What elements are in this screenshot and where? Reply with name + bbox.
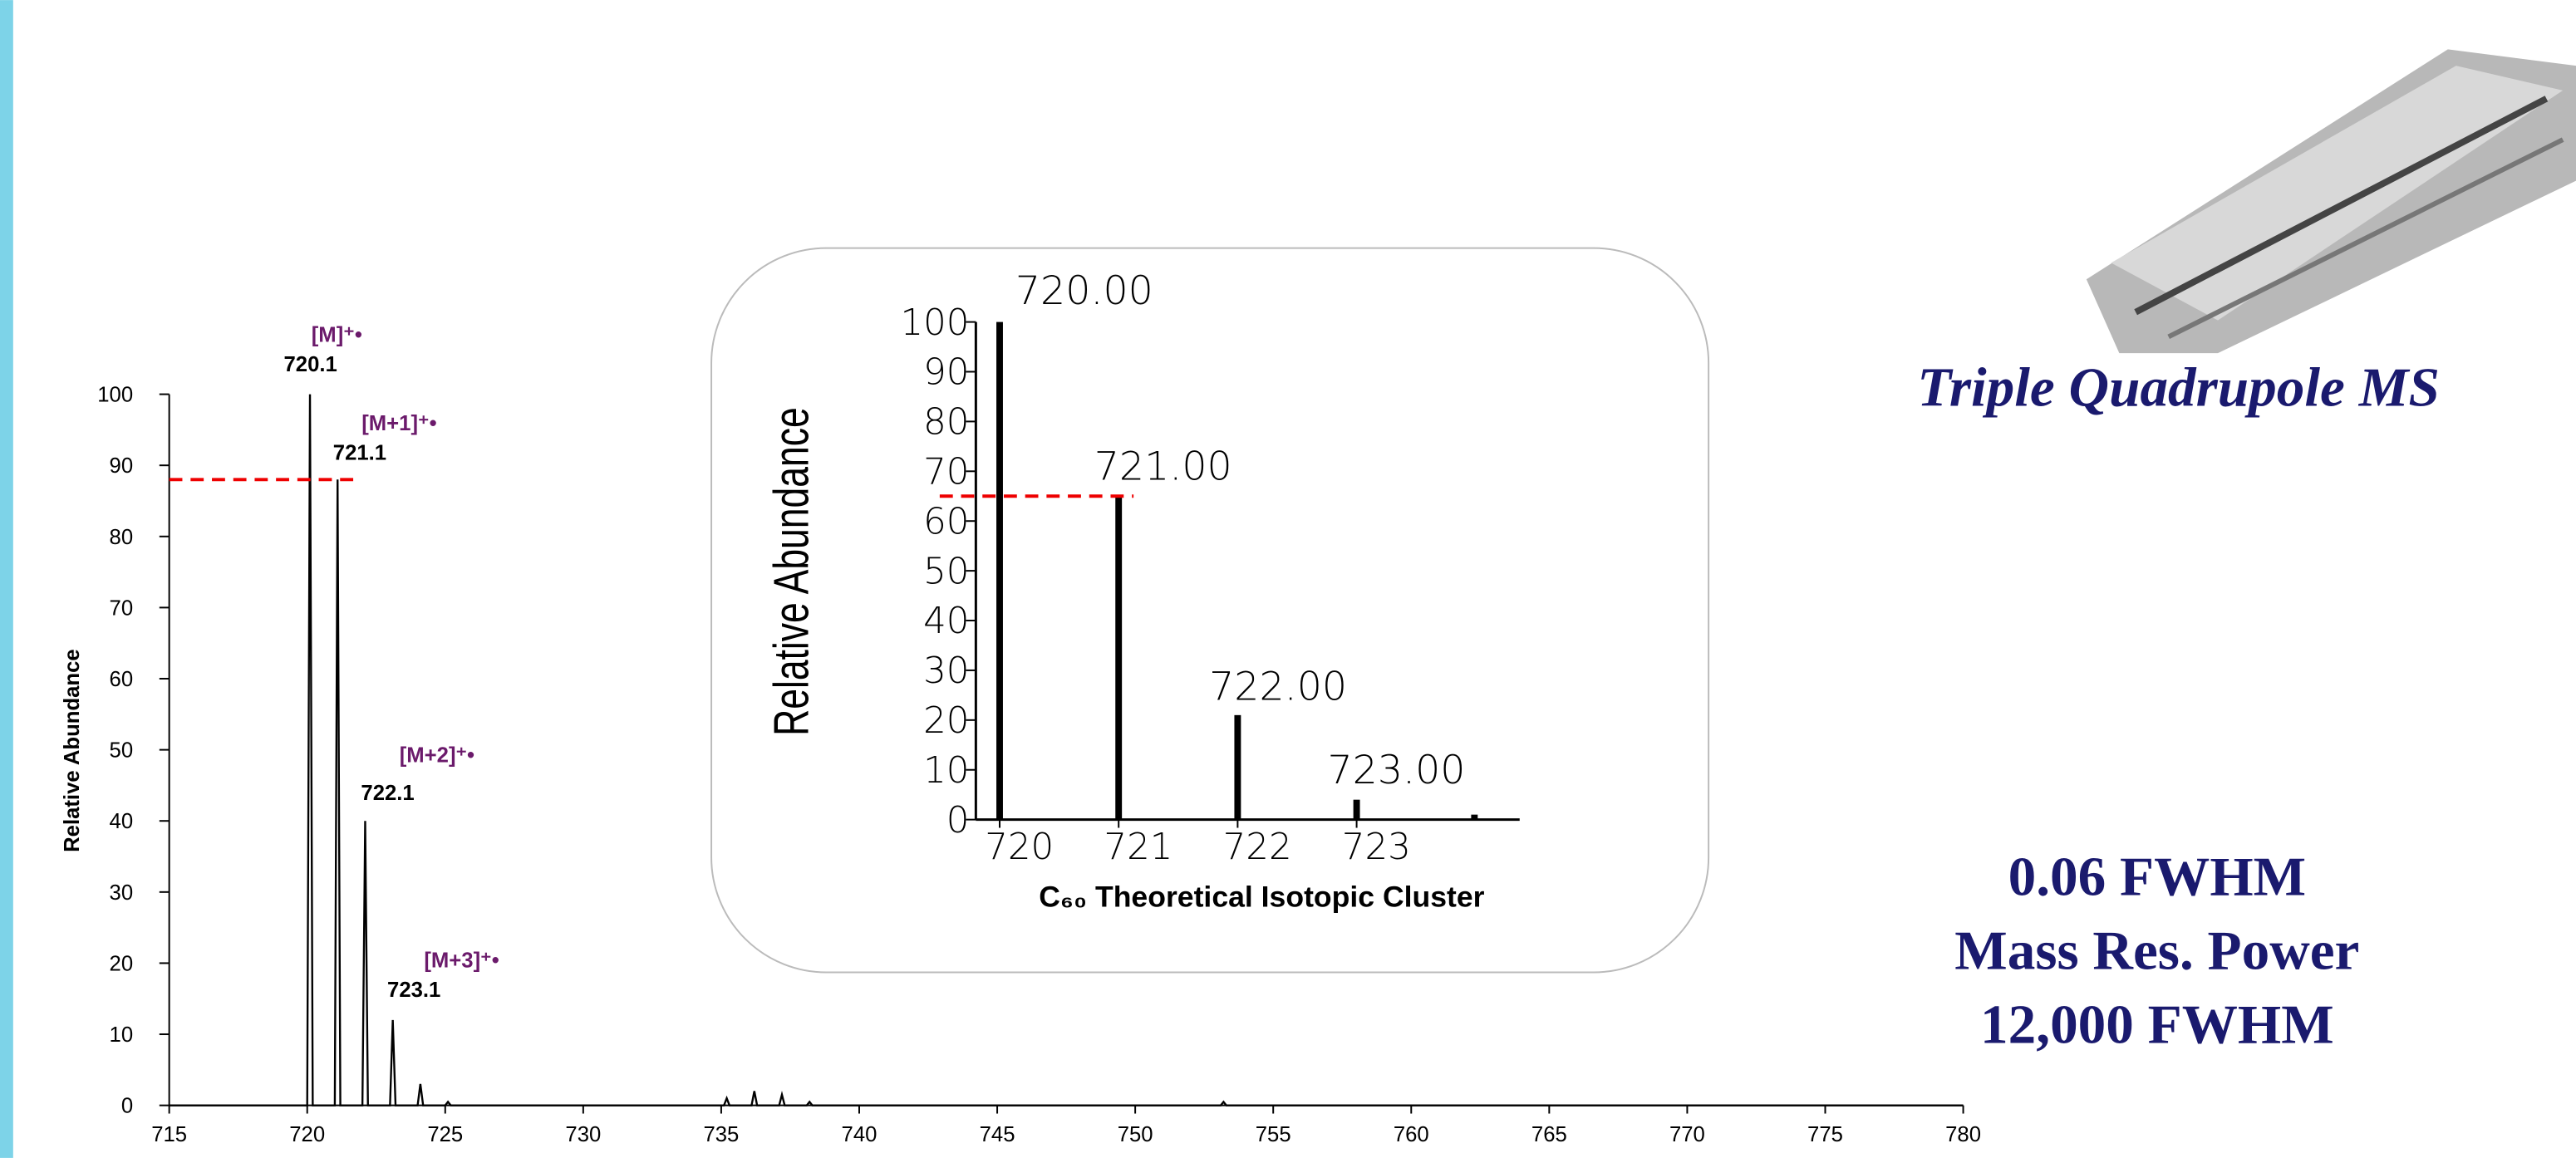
y-tick-label: 60 [923, 501, 969, 542]
spec-text: Mass Res. Power [1954, 920, 2359, 982]
x-tick-label: 730 [565, 1123, 601, 1146]
y-tick-label: 20 [110, 952, 134, 975]
y-tick-label: 10 [110, 1023, 134, 1047]
peak-label: 720.00 [1015, 268, 1153, 314]
peak-label: 720.1 [284, 353, 337, 376]
y-tick-label: 70 [923, 452, 969, 493]
y-axis-label: Relative Abundance [765, 407, 820, 736]
y-tick-label: 90 [110, 454, 134, 478]
peak-label: 722.00 [1209, 664, 1347, 709]
inset-frame [710, 247, 1710, 974]
y-tick-label: 100 [97, 384, 133, 407]
y-tick-label: 40 [110, 810, 134, 833]
y-tick-label: 20 [923, 700, 969, 742]
inset-title: C₆₀ Theoretical Isotopic Cluster [1039, 880, 1484, 913]
side-strip [0, 0, 13, 1158]
peak-bar [1115, 496, 1123, 820]
y-tick-label: 60 [110, 668, 134, 691]
x-tick-label: 760 [1394, 1123, 1429, 1146]
peak-bar [996, 321, 1003, 820]
x-tick-label: 715 [151, 1123, 187, 1146]
x-tick-label: 750 [1118, 1123, 1153, 1146]
x-tick-label: 722 [1223, 827, 1292, 868]
y-tick-label: 0 [946, 800, 970, 842]
y-tick-label: 70 [110, 596, 134, 620]
ion-label: [M+2]⁺• [400, 743, 474, 767]
y-tick-label: 50 [110, 739, 134, 763]
spec-text: 12,000 FWHM [1980, 994, 2334, 1056]
x-tick-label: 725 [427, 1123, 463, 1146]
peak-bar [1353, 799, 1360, 820]
y-axis-label: Relative Abundance [61, 649, 84, 852]
peak-label: 722.1 [361, 782, 414, 805]
x-tick-label: 721 [1104, 827, 1172, 868]
x-tick-label: 780 [1945, 1123, 1981, 1146]
peak-label: 721.1 [333, 442, 386, 465]
peak-bar [1471, 814, 1478, 820]
y-tick-label: 10 [923, 750, 969, 792]
y-tick-label: 100 [900, 302, 969, 344]
peak-bar [1234, 714, 1241, 820]
spec-text: 0.06 FWHM [2008, 846, 2306, 908]
y-tick-label: 80 [110, 526, 134, 549]
spectrum-line [169, 394, 1964, 1106]
instrument-name: Triple Quadrupole MS [1917, 356, 2440, 418]
y-tick-label: 50 [923, 551, 969, 592]
ion-label: [M+1]⁺• [361, 412, 436, 435]
y-tick-label: 30 [923, 650, 969, 692]
x-tick-label: 775 [1807, 1123, 1843, 1146]
y-tick-label: 80 [923, 402, 969, 444]
x-tick-label: 723 [1342, 827, 1411, 868]
ion-label: [M]⁺• [312, 323, 362, 346]
x-tick-label: 720 [289, 1123, 325, 1146]
y-tick-label: 30 [110, 881, 134, 905]
ion-label: [M+3]⁺• [424, 949, 499, 973]
peak-label: 721.00 [1094, 444, 1232, 489]
y-tick-label: 90 [923, 352, 969, 394]
x-tick-label: 735 [703, 1123, 739, 1146]
x-tick-label: 755 [1256, 1123, 1291, 1146]
y-tick-label: 40 [923, 601, 969, 642]
x-tick-label: 745 [980, 1123, 1015, 1146]
peak-label: 723.1 [387, 979, 440, 1002]
quadrupole-image [2086, 49, 2576, 354]
x-tick-label: 740 [842, 1123, 878, 1146]
peak-label: 723.00 [1327, 748, 1465, 793]
x-tick-label: 765 [1531, 1123, 1567, 1146]
x-tick-label: 770 [1669, 1123, 1705, 1146]
y-tick-label: 0 [121, 1095, 133, 1118]
x-tick-label: 720 [985, 827, 1054, 868]
